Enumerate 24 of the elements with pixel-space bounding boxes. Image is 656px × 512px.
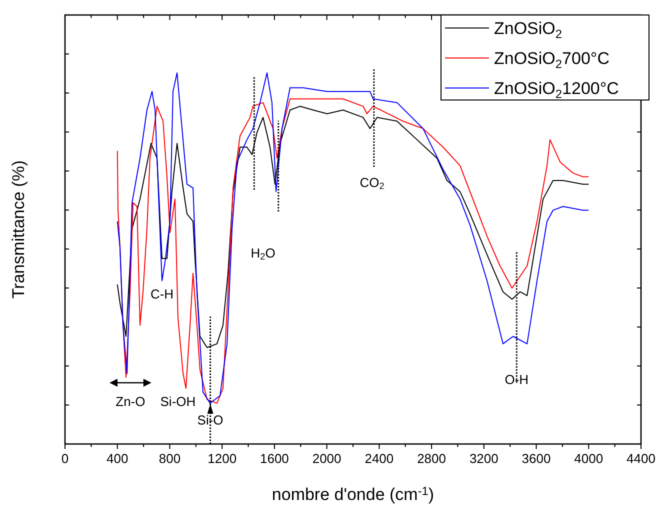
x-tick-label: 400: [106, 451, 128, 466]
annotation: CO$_{2}$: [360, 176, 384, 192]
x-tick-label: 4000: [574, 451, 604, 466]
annotation: C-H: [150, 286, 174, 302]
annotation: Zn-O: [116, 394, 146, 410]
annotation: O-H: [504, 372, 529, 388]
annotation: Si-O: [197, 413, 224, 428]
legend-label: ZnOSiO$_{2}$700°C: [494, 49, 610, 71]
x-tick-label: 3200: [469, 451, 498, 466]
y-axis-title: Transmittance (%): [9, 160, 28, 299]
x-tick-label: 1200: [208, 451, 237, 466]
x-tick-label: 3600: [522, 451, 551, 466]
legend-label: ZnOSiO$_{2}$1200°C: [494, 79, 619, 101]
x-tick-label: 4400: [626, 451, 656, 466]
x-tick-label: 2000: [312, 451, 342, 466]
x-tick-label: 2400: [364, 451, 394, 466]
x-axis-title: nombre d'onde (cm$^{-1}$): [272, 484, 434, 504]
annotation: H$_{2}$O: [250, 246, 276, 262]
x-tick-label: 800: [158, 451, 181, 466]
annotation: Si-OH: [160, 394, 196, 410]
x-tick-label: 1600: [260, 451, 289, 466]
x-tick-label: 2800: [417, 451, 446, 466]
x-tick-label: 0: [61, 451, 69, 466]
legend-label: ZnOSiO$_{2}$: [494, 19, 562, 41]
